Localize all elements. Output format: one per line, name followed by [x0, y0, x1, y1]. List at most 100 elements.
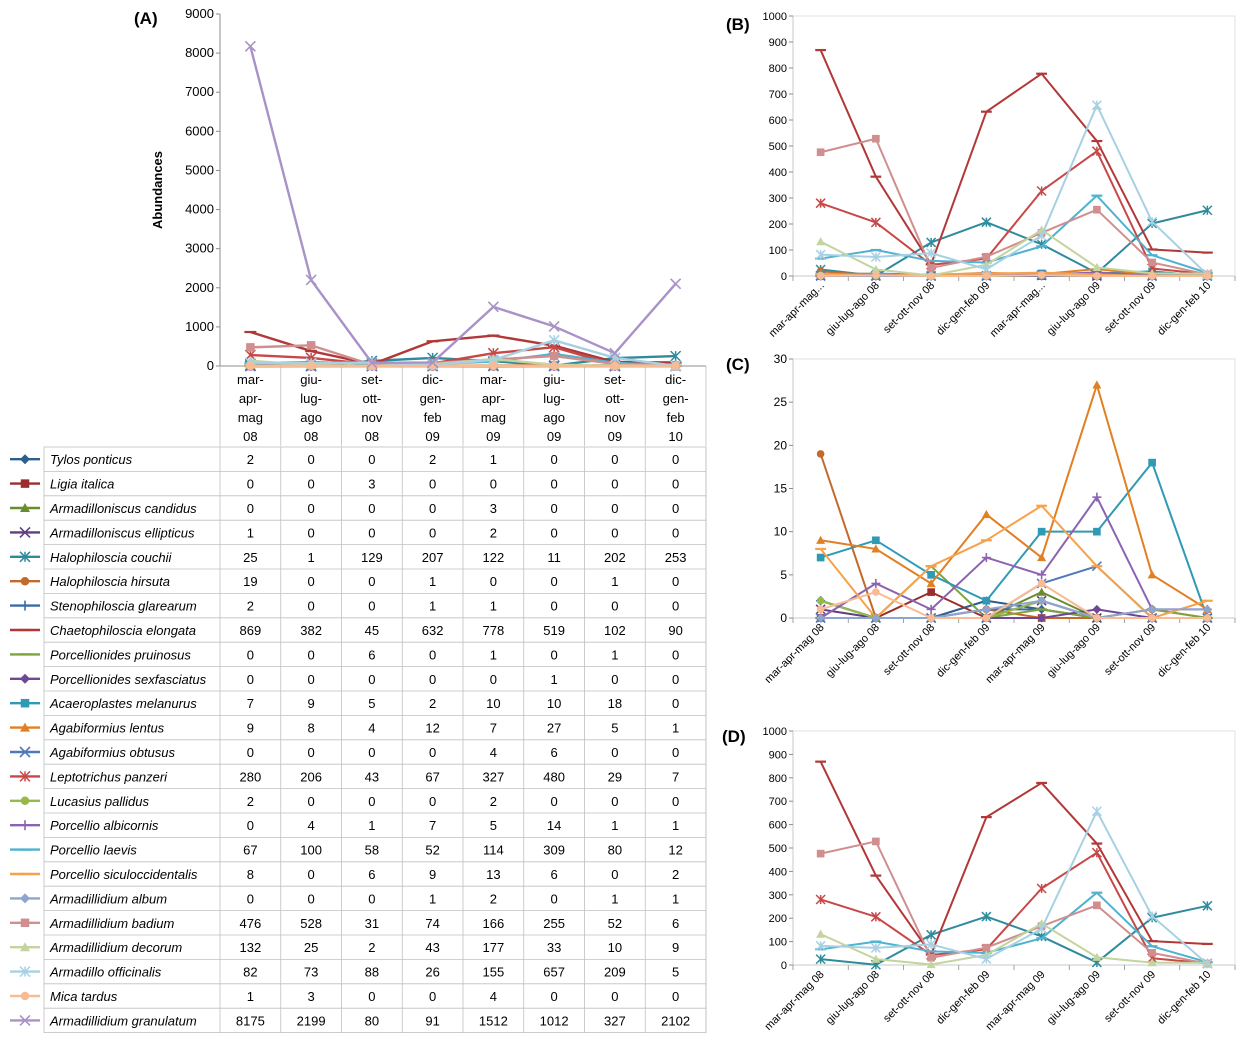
data-point-mica-tardus-1 [246, 361, 255, 371]
table-cell-value: 10 [608, 940, 622, 955]
y-tick-label: 300 [769, 193, 787, 205]
table-cell-value: 0 [611, 477, 618, 492]
x-tick-label: apr- [239, 391, 262, 406]
data-point-armadillidium-granulatum-5 [487, 301, 499, 313]
data-point-armadillidium-badium-6 [549, 351, 559, 361]
legend-marker-lucasius-pallidus [20, 796, 30, 806]
table-cell-value: 0 [611, 599, 618, 614]
data-point-armadillidium-granulatum-4 [427, 356, 439, 369]
table-cell-value: 9 [247, 721, 254, 736]
legend-species-name: Halophiloscia couchii [50, 550, 173, 565]
data-point-armadillidium-granulatum-8 [670, 278, 682, 290]
table-cell-value: 6 [672, 916, 679, 931]
panel-a-chart: (A) Abundances 0 1000 2000 3000 4000 5000 6000… [134, 6, 707, 446]
table-cell-value: 19 [243, 574, 257, 589]
data-point-armadillo-officinalis-2 [870, 251, 881, 263]
data-point-porcellio-albicornis-6 [1092, 492, 1102, 502]
data-point-armadillidium-badium-4 [982, 943, 991, 952]
table-cell-value: 0 [672, 599, 679, 614]
x-tick-label: set- [361, 372, 383, 387]
x-tick-label: dic- [422, 372, 443, 387]
table-cell-value: 58 [365, 843, 379, 858]
table-cell-value: 1 [490, 647, 497, 662]
table-cell-value: 67 [425, 769, 439, 784]
y-tick-label: 900 [769, 37, 787, 49]
table-cell-value: 43 [425, 940, 439, 955]
x-tick-label: giu-lug-ago 09 [1045, 280, 1103, 338]
table-row: Armadillidium album 0 0 0 1 2 0 1 1 [10, 891, 679, 906]
table-cell-value: 2 [429, 696, 436, 711]
data-point-armadillidium-badium-6 [1093, 205, 1101, 214]
table-cell-value: 74 [425, 916, 439, 931]
data-point-mica-tardus-3 [927, 272, 935, 280]
x-tick-label: dic-gen-feb 09 [934, 969, 992, 1027]
series-line-chaetophiloscia-elongata [819, 49, 1208, 266]
table-cell-value: 52 [608, 916, 622, 931]
x-tick-label: lug- [300, 391, 322, 406]
data-point-armadillidium-granulatum-6 [548, 320, 560, 332]
table-cell-value: 0 [308, 452, 315, 467]
y-tick-label: 0 [780, 611, 787, 625]
table-cell-value: 8 [247, 867, 254, 882]
legend-species-name: Agabiformius obtusus [49, 745, 176, 760]
data-point-agabiformius-lentus-5 [1037, 553, 1047, 562]
table-cell-value: 0 [429, 501, 436, 516]
data-point-mica-tardus-5 [1037, 579, 1046, 588]
table-cell-value: 90 [668, 623, 682, 638]
table-cell-value: 1 [611, 891, 618, 906]
series-line-armadillidium-decorum [820, 922, 1208, 966]
legend-marker-porcellionides-sexfasciatus [20, 673, 30, 684]
table-cell-value: 5 [490, 818, 497, 833]
table-row: Tylos ponticus 2 0 0 2 1 0 0 0 [10, 452, 679, 467]
x-tick-label: set-ott-nov 08 [881, 622, 937, 678]
table-cell-value: 80 [608, 843, 622, 858]
series-line-armadillidium-badium [820, 840, 1208, 965]
y-tick-label: 25 [774, 395, 788, 409]
table-cell-value: 0 [551, 599, 558, 614]
data-point-armadillidium-granulatum-2 [305, 274, 317, 286]
table-cell-value: 0 [368, 501, 375, 516]
table-cell-value: 1 [368, 818, 375, 833]
y-tick-label: 200 [769, 913, 787, 925]
table-cell-value: 0 [672, 647, 679, 662]
y-tick-label: 7000 [185, 84, 214, 99]
x-tick-label: set- [604, 372, 626, 387]
table-cell-value: 0 [429, 672, 436, 687]
table-row: Armadilloniscus ellipticus 1 0 0 0 2 0 0 0 [10, 525, 679, 540]
data-point-armadillo-officinalis-7 [609, 352, 621, 364]
table-cell-value: 1 [672, 891, 679, 906]
table-row: Halophiloscia couchii 25 1 129 207 122 11 202 25… [10, 550, 686, 565]
data-point-mica-tardus-1 [816, 271, 825, 280]
table-cell-value: 1 [611, 818, 618, 833]
table-cell-value: 0 [672, 574, 679, 589]
table-cell-value: 2199 [297, 1013, 326, 1028]
y-tick-label: 1000 [763, 11, 787, 23]
table-cell-value: 209 [604, 965, 626, 980]
table-cell-value: 0 [308, 501, 315, 516]
data-point-armadillidium-badium-7 [1148, 949, 1156, 957]
data-point-porcellio-albicornis-4 [981, 553, 991, 563]
x-tick-label: mar-apr-mag 09 [983, 622, 1047, 686]
table-cell-value: 0 [247, 891, 254, 906]
table-row: Armadillo officinalis 82 73 88 26 155 657 209 5 [10, 965, 679, 980]
table-cell-value: 2 [490, 891, 497, 906]
legend-marker-leptotrichus-panzeri [19, 770, 31, 782]
data-point-acaeroplastes-melanurus-1 [816, 553, 825, 562]
y-tick-label: 100 [769, 937, 787, 949]
table-cell-value: 0 [368, 989, 375, 1004]
table-cell-value: 0 [247, 672, 254, 687]
table-cell-value: 2 [247, 794, 254, 809]
legend-species-name: Stenophiloscia glarearum [50, 599, 197, 614]
data-point-porcellionides-sexfasciatus-5 [1037, 613, 1047, 623]
data-point-armadillidium-badium-4 [982, 252, 991, 261]
data-point-leptotrichus-panzeri-1 [815, 894, 826, 905]
table-cell-value: 0 [672, 477, 679, 492]
series-line-armadillidium-badium [820, 137, 1208, 276]
data-point-armadillo-officinalis-5 [1036, 230, 1047, 241]
table-row: Porcellio laevis 67 100 58 52 114 309 80 12 [10, 843, 683, 858]
series-line-armadillidium-album [820, 599, 1208, 619]
data-point-armadillidium-decorum-2 [871, 954, 881, 963]
data-point-mica-tardus-4 [982, 614, 991, 622]
x-tick-label: mar-apr-mag... [988, 280, 1048, 340]
y-tick-label: 700 [769, 796, 787, 808]
